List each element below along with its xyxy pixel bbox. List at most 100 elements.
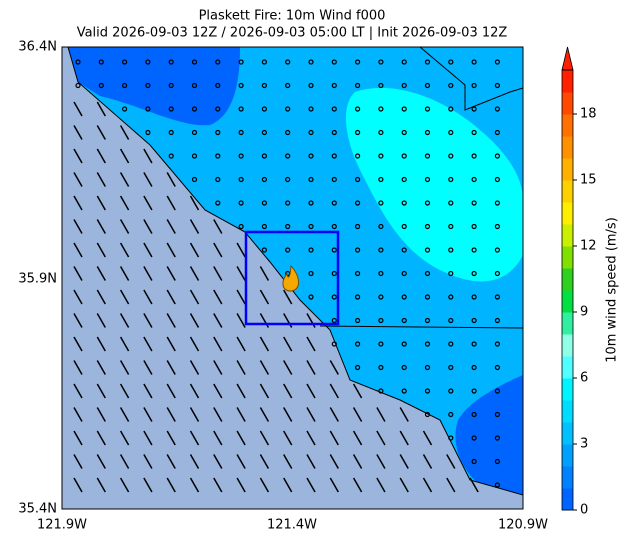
calm-marker (168, 59, 174, 65)
calm-marker (378, 364, 384, 371)
calm-marker (308, 270, 314, 277)
colorbar-band (562, 224, 573, 247)
calm-marker (331, 153, 337, 159)
calm-marker (494, 82, 500, 89)
calm-marker (424, 59, 431, 65)
calm-marker (378, 82, 384, 89)
wind-barb (376, 407, 386, 422)
calm-marker (308, 200, 314, 206)
calm-marker (191, 153, 198, 159)
wind-barb (166, 360, 176, 375)
wind-barb (329, 407, 339, 422)
lat-label: 35.4N (18, 502, 57, 517)
wind-barb (73, 477, 83, 493)
calm-marker (494, 317, 500, 324)
wind-barb (283, 336, 293, 352)
calm-marker (355, 317, 361, 324)
calm-marker (191, 176, 198, 183)
wind-barb (143, 289, 153, 305)
calm-marker (448, 153, 454, 159)
calm-marker (145, 129, 151, 136)
wind-barb (213, 289, 223, 305)
calm-marker (285, 129, 291, 136)
calm-marker (424, 317, 431, 324)
calm-marker (494, 200, 500, 206)
calm-marker (331, 176, 337, 183)
wind-barb (96, 477, 106, 493)
wind-barb (96, 148, 106, 164)
wind-barb (73, 383, 83, 399)
calm-marker (168, 153, 174, 159)
wind-barb (96, 219, 106, 234)
ocean (62, 47, 523, 509)
calm-marker (331, 341, 337, 347)
fire-box (244, 230, 340, 326)
wind-barb (236, 336, 246, 352)
wind-barb (236, 266, 246, 281)
calm-marker (191, 82, 198, 89)
wind-barb (236, 289, 246, 305)
boundary (419, 47, 523, 111)
map-frame (61, 46, 524, 510)
wind-barb (213, 242, 223, 258)
lon-label: 121.9W (37, 518, 87, 533)
calm-marker (238, 59, 244, 65)
calm-marker (238, 106, 244, 112)
wind-barb (283, 454, 293, 469)
calm-marker (285, 200, 291, 206)
calm-marker (308, 129, 314, 136)
calm-marker (378, 294, 384, 300)
calm-marker (401, 270, 407, 277)
calm-marker (215, 106, 221, 112)
calm-marker (424, 341, 431, 347)
wind-barb (73, 336, 83, 352)
calm-marker (331, 200, 337, 206)
wind-barb (376, 477, 386, 493)
calm-marker (238, 176, 244, 183)
wind-barb (73, 289, 83, 305)
calm-marker (401, 129, 407, 136)
wind-barb (73, 430, 83, 446)
wind-barb (189, 360, 200, 375)
wind-barb (96, 266, 106, 281)
wind-barb (213, 383, 223, 399)
calm-marker (378, 341, 384, 347)
fire-icon (282, 264, 299, 292)
wind-barb (189, 383, 200, 399)
wind-barb (352, 454, 363, 469)
wind-barb (236, 360, 246, 375)
wind-barb (119, 125, 130, 140)
calm-marker (378, 200, 384, 206)
calm-marker (285, 247, 291, 253)
wind-barb (166, 313, 176, 328)
calm-marker (308, 223, 314, 230)
calm-marker (355, 223, 361, 230)
wind-barb (422, 454, 433, 469)
wind-barb (96, 360, 106, 375)
wind-barb (399, 407, 409, 422)
colorbar-tick-label: 18 (580, 107, 597, 122)
calm-marker (401, 59, 407, 65)
wind-barb (143, 336, 153, 352)
calm-marker (355, 106, 361, 112)
calm-marker (494, 411, 500, 418)
calm-marker (494, 59, 500, 65)
calm-marker (261, 247, 267, 253)
wind-barb (189, 407, 200, 422)
calm-marker (261, 153, 267, 159)
wind-barb (166, 383, 176, 399)
calm-marker (355, 364, 361, 371)
wind-barb (213, 313, 223, 328)
calm-marker (448, 59, 454, 65)
wind-barb (213, 336, 223, 352)
wind-barb (73, 266, 83, 281)
calm-marker (401, 247, 407, 253)
wind-barb (73, 360, 83, 375)
calm-marker (471, 270, 477, 277)
calm-marker (471, 200, 477, 206)
wind-barb (119, 289, 130, 305)
wind-barb (119, 430, 130, 446)
colorbar-band (562, 312, 573, 335)
calm-marker (471, 458, 477, 465)
